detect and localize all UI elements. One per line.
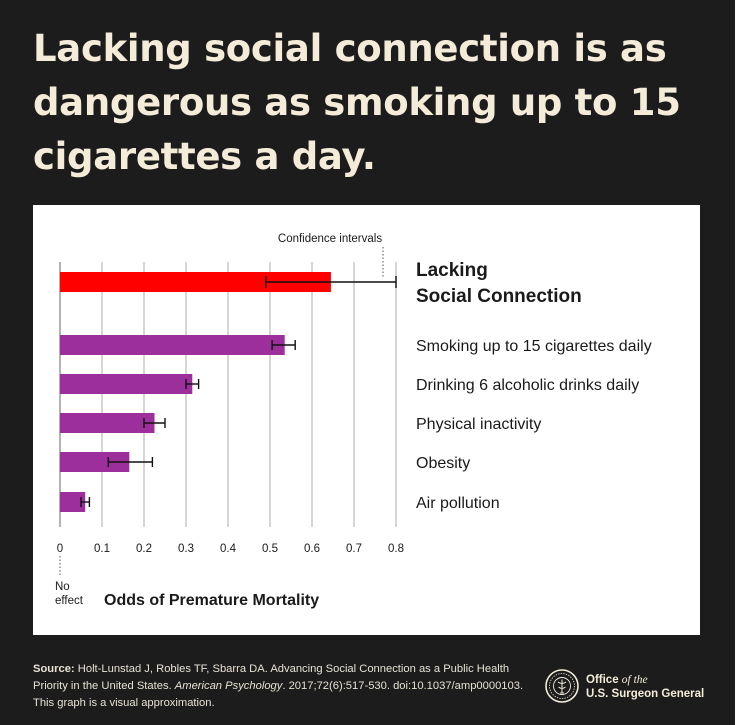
source-citation-details: . 2017;72(6):517-530. doi:10.1037/amp000… [33, 680, 524, 709]
no-effect-label: effect [55, 595, 84, 607]
category-label-highlight: Social Connection [416, 286, 582, 307]
source-citation: Source: Holt-Lunstad J, Robles TF, Sbarr… [33, 661, 528, 712]
bar-risk-factor [60, 413, 155, 433]
category-label-highlight: Lacking [416, 260, 488, 281]
x-tick-label: 0.1 [94, 543, 110, 555]
confidence-intervals-annotation: Confidence intervals [278, 233, 382, 245]
office-of-the: of the [621, 674, 648, 686]
x-tick-label: 0 [57, 543, 63, 555]
office-line-1: Office [586, 674, 619, 686]
surgeon-general-seal-icon [545, 669, 579, 703]
bar-risk-factor [60, 452, 130, 472]
office-line-2: U.S. Surgeon General [586, 688, 705, 700]
x-tick-label: 0.2 [136, 543, 152, 555]
category-label: Drinking 6 alcoholic drinks daily [416, 377, 639, 394]
category-label: Obesity [416, 455, 470, 472]
bar-risk-factor [60, 492, 86, 512]
x-tick-label: 0.5 [262, 543, 278, 555]
x-tick-label: 0.6 [304, 543, 320, 555]
journal-name: American Psychology [174, 680, 283, 692]
bar-risk-factor [60, 374, 193, 394]
x-tick-label: 0.4 [220, 543, 237, 555]
category-label: Air pollution [416, 495, 500, 512]
office-name: Office of the U.S. Surgeon General [586, 673, 704, 701]
bar-lacking-social-connection [60, 272, 331, 292]
x-tick-label: 0.8 [388, 543, 404, 555]
category-label: Physical inactivity [416, 416, 541, 433]
source-text: Holt-Lunstad J, Robles TF, Sbarra DA. Ad… [33, 663, 510, 692]
chart-panel: 0 0.1 0.2 0.3 0.4 0.5 0.6 0.7 0.8 Lacking Social C… [33, 205, 700, 635]
headline: Lacking social connection is as dangerou… [33, 27, 681, 178]
mortality-chart: 0 0.1 0.2 0.3 0.4 0.5 0.6 0.7 0.8 Lacking Social C… [55, 233, 652, 609]
x-tick-label: 0.7 [346, 543, 362, 555]
category-label: Smoking up to 15 cigarettes daily [416, 338, 652, 355]
bar-risk-factor [60, 335, 285, 355]
source-label: Source: [33, 663, 75, 675]
x-tick-label: 0.3 [178, 543, 194, 555]
no-effect-label: No [55, 581, 70, 593]
x-axis-title: Odds of Premature Mortality [104, 592, 319, 609]
